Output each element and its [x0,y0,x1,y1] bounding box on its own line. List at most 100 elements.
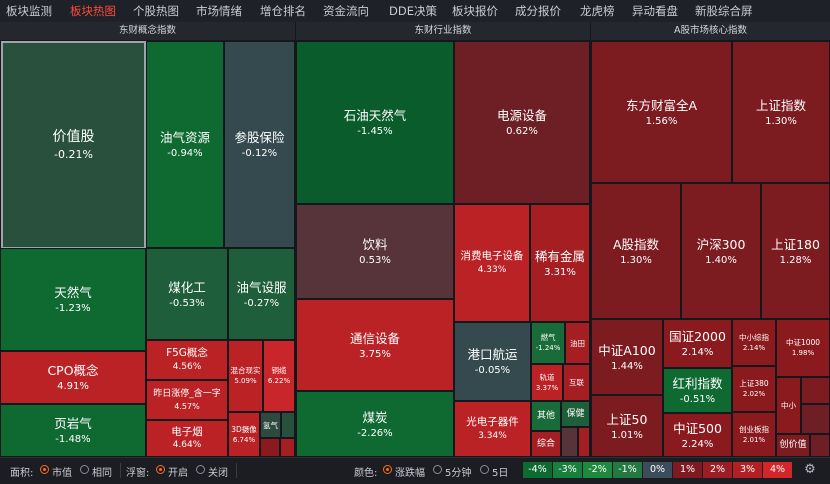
tab-stock-heatmap[interactable]: 个股热图 [133,4,179,18]
heatmap-tile[interactable] [801,404,830,434]
heatmap-tile[interactable]: 沪深300 1.40% [681,183,761,319]
tile-name: 轨道 [539,372,555,382]
heatmap-tile[interactable] [578,427,590,457]
tile-change: -1.23% [55,303,91,314]
heatmap-tile[interactable]: 电子烟 4.64% [146,420,228,457]
heatmap-tile[interactable]: 中证A100 1.44% [591,319,663,395]
color-radio-5min[interactable] [433,465,442,474]
tab-component-quote[interactable]: 成分报价 [515,4,561,18]
tab-dde[interactable]: DDE决策 [389,4,437,18]
heatmap-tile[interactable]: 价值股 -0.21% [1,41,146,249]
heatmap-tile[interactable]: 煤炭 -2.26% [296,391,454,457]
tile-name: 稀有金属 [534,248,585,264]
heatmap-tile[interactable]: A股指数 1.30% [591,183,681,319]
float-option-on[interactable]: 开启 [168,468,188,479]
heatmap-tile[interactable]: 氢气 [260,412,281,438]
heatmap-tile[interactable]: 综合 [531,431,561,457]
heatmap-tile[interactable]: 上证50 1.01% [591,395,663,457]
heatmap-tile[interactable]: 互联 [563,364,590,401]
heatmap-tile[interactable]: 石油天然气 -1.45% [296,41,454,204]
heatmap-tile[interactable]: 其他 [531,401,561,431]
heatmap-tile[interactable]: 铜缆 6.22% [263,340,295,412]
gear-icon[interactable]: ⚙ [804,462,816,477]
heatmap-tile[interactable]: 中小 [776,377,801,434]
heatmap-tile[interactable]: 混合现实 5.09% [228,340,263,412]
tile-change: 2.24% [681,438,714,450]
heatmap-tile[interactable]: 饮料 0.53% [296,204,454,299]
tile-name: CPO概念 [47,363,99,378]
heatmap-tile[interactable] [810,434,830,457]
heatmap-tile[interactable]: 昨日涨停_含一字 4.57% [146,380,228,420]
area-radio-equal[interactable] [80,465,89,474]
color-radio-change[interactable] [383,465,392,474]
tab-sector-quote[interactable]: 板块报价 [452,4,498,18]
color-option-5min[interactable]: 5分钟 [445,468,472,479]
heatmap-tile[interactable] [260,438,280,457]
heatmap-tile[interactable]: 燃气 -1.24% [531,322,565,364]
heatmap-tile[interactable] [801,377,830,404]
heatmap-tile[interactable] [280,438,295,457]
float-radio-off[interactable] [196,465,205,474]
tile-name: 消费电子设备 [460,250,524,263]
heatmap-tile[interactable]: 油田 [565,322,590,364]
heatmap-tile[interactable]: 天然气 -1.23% [0,248,146,351]
heatmap-tile[interactable]: 油气资源 -0.94% [146,41,224,248]
heatmap-tile[interactable]: 中证500 2.24% [663,413,732,457]
area-radio-marketcap[interactable] [40,465,49,474]
tile-name: 饮料 [362,237,388,252]
tile-name: 中证500 [673,420,722,436]
area-option-equal[interactable]: 相同 [92,468,112,479]
tab-sector-heatmap[interactable]: 板块热图 [70,4,116,18]
heatmap-tile[interactable]: 稀有金属 3.31% [530,204,590,322]
heatmap-tile[interactable]: 页岩气 -1.48% [0,404,146,457]
heatmap-tile[interactable]: 上证380 2.02% [732,366,776,412]
heatmap-tile[interactable]: 参股保险 -0.12% [224,41,295,248]
heatmap-tile[interactable]: 港口航运 -0.05% [454,322,531,401]
heatmap-tile[interactable]: F5G概念 4.56% [146,340,228,380]
color-option-5day[interactable]: 5日 [492,468,509,479]
heatmap-tile[interactable]: 油气设服 -0.27% [228,248,295,340]
tile-name: 创价值 [779,440,807,451]
heatmap-tile[interactable]: 创价值 [776,434,810,457]
heatmap-tile[interactable]: CPO概念 4.91% [0,351,146,404]
area-label: 面积: [10,468,34,479]
tab-sector-monitor[interactable]: 板块监测 [6,4,52,18]
tile-name: 国证2000 [669,329,726,344]
heatmap-tile[interactable]: 煤化工 -0.53% [146,248,228,340]
heatmap-tile[interactable]: 上证指数 1.30% [732,41,830,183]
tab-market-sentiment[interactable]: 市场情绪 [196,4,242,18]
heatmap-tile[interactable]: 电源设备 0.62% [454,41,590,204]
color-option-change[interactable]: 涨跌幅 [395,468,425,479]
tile-change: 2.01% [742,435,766,444]
float-option-off[interactable]: 关闭 [208,468,228,479]
tile-name: 港口航运 [467,347,518,362]
legend-swatch: 4% [763,462,792,478]
heatmap-tile[interactable]: 3D摄像 6.74% [228,412,260,457]
tab-dragon-tiger[interactable]: 龙虎榜 [580,4,615,18]
tile-change: 6.74% [232,435,256,444]
heatmap-tile[interactable]: 中小综指 2.14% [732,319,776,366]
tab-new-stock-screen[interactable]: 新股综合屏 [695,4,753,18]
tile-change: 6.22% [267,377,291,386]
heatmap-tile[interactable]: 中证1000 1.98% [776,319,830,377]
heatmap-tile[interactable]: 轨道 3.37% [531,364,563,401]
float-radio-on[interactable] [156,465,165,474]
heatmap-tile[interactable] [561,427,578,457]
heatmap-tile[interactable]: 通信设备 3.75% [296,299,454,391]
heatmap-tile[interactable]: 创业板指 2.01% [732,412,776,457]
heatmap-tile[interactable]: 保健 [561,401,590,427]
heatmap-tile[interactable]: 东方财富全A 1.56% [591,41,732,183]
tile-change: 2.14% [742,343,766,352]
heatmap-tile[interactable]: 消费电子设备 4.33% [454,204,530,322]
heatmap-tile[interactable]: 红利指数 -0.51% [663,368,732,413]
area-option-marketcap[interactable]: 市值 [52,468,72,479]
heatmap-tile[interactable]: 国证2000 2.14% [663,319,732,368]
tab-anomaly[interactable]: 异动看盘 [632,4,678,18]
heatmap-tile[interactable] [281,412,295,438]
tab-position-ranking[interactable]: 增仓排名 [260,4,306,18]
tab-fund-flow[interactable]: 资金流向 [323,4,369,18]
tile-name: 价值股 [52,129,95,146]
heatmap-tile[interactable]: 光电子器件 3.34% [454,401,531,457]
heatmap-tile[interactable]: 上证180 1.28% [761,183,830,319]
color-radio-5day[interactable] [480,465,489,474]
